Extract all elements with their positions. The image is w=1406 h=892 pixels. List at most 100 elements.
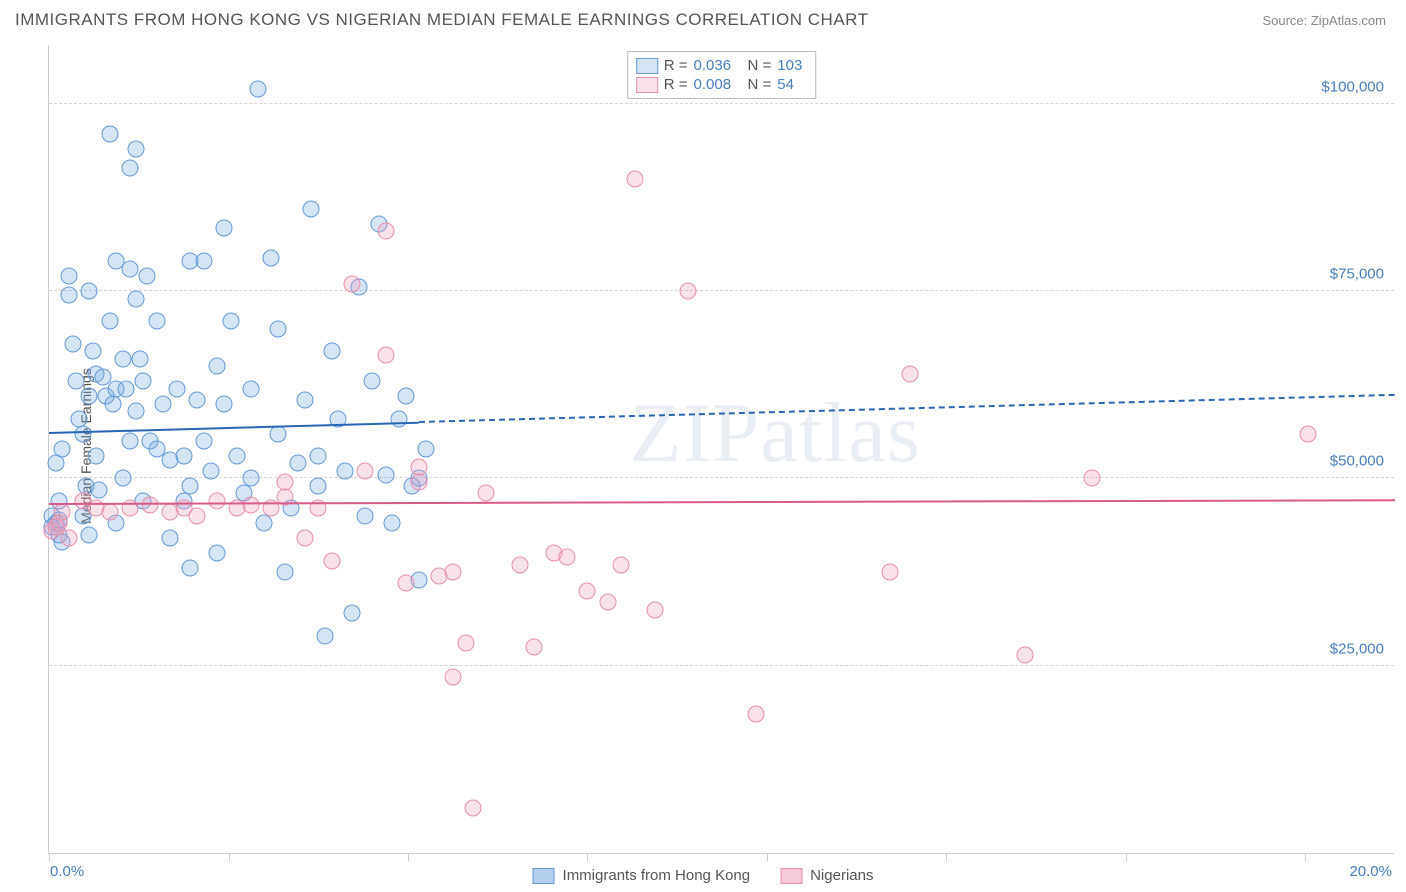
data-point — [138, 268, 155, 285]
data-point — [74, 425, 91, 442]
series-legend: Immigrants from Hong Kong Nigerians — [533, 867, 874, 884]
data-point — [64, 335, 81, 352]
x-tick — [767, 853, 768, 861]
data-point — [128, 403, 145, 420]
data-point — [323, 552, 340, 569]
plot-area: $25,000$50,000$75,000$100,000 — [49, 45, 1394, 853]
data-point — [182, 477, 199, 494]
data-point — [377, 346, 394, 363]
data-point — [229, 448, 246, 465]
data-point — [155, 395, 172, 412]
trend-line — [419, 394, 1395, 423]
data-point — [81, 526, 98, 543]
data-point — [91, 481, 108, 498]
data-point — [128, 140, 145, 157]
data-point — [882, 564, 899, 581]
stats-legend: R =0.036N =103R =0.008N =54 — [627, 51, 817, 99]
data-point — [168, 380, 185, 397]
data-point — [54, 504, 71, 521]
x-tick — [229, 853, 230, 861]
y-tick-label: $50,000 — [1330, 453, 1384, 470]
data-point — [81, 283, 98, 300]
x-tick — [1126, 853, 1127, 861]
legend-label: Nigerians — [810, 867, 873, 884]
data-point — [256, 515, 273, 532]
source-link[interactable]: ZipAtlas.com — [1311, 13, 1386, 28]
data-point — [310, 448, 327, 465]
data-point — [131, 350, 148, 367]
data-point — [121, 433, 138, 450]
data-point — [357, 462, 374, 479]
data-point — [296, 391, 313, 408]
legend-item: Immigrants from Hong Kong — [533, 867, 751, 884]
data-point — [249, 80, 266, 97]
stat-label: N = — [748, 57, 772, 74]
data-point — [579, 582, 596, 599]
data-point — [242, 496, 259, 513]
chart-title: IMMIGRANTS FROM HONG KONG VS NIGERIAN ME… — [15, 10, 869, 30]
data-point — [182, 560, 199, 577]
data-point — [599, 594, 616, 611]
scatter-chart: ZIPatlas $25,000$50,000$75,000$100,000 R… — [48, 45, 1394, 854]
data-point — [215, 219, 232, 236]
data-point — [101, 504, 118, 521]
x-tick — [587, 853, 588, 861]
n-value: 54 — [777, 76, 807, 93]
legend-swatch — [636, 77, 658, 93]
n-value: 103 — [777, 57, 807, 74]
data-point — [175, 448, 192, 465]
data-point — [101, 125, 118, 142]
data-point — [1016, 646, 1033, 663]
x-tick — [49, 853, 50, 861]
data-point — [397, 388, 414, 405]
data-point — [128, 290, 145, 307]
data-point — [377, 223, 394, 240]
r-value: 0.008 — [694, 76, 742, 93]
data-point — [357, 507, 374, 524]
data-point — [343, 275, 360, 292]
data-point — [377, 466, 394, 483]
data-point — [61, 268, 78, 285]
data-point — [390, 410, 407, 427]
data-point — [337, 462, 354, 479]
y-tick-label: $75,000 — [1330, 266, 1384, 283]
gridline — [49, 290, 1394, 291]
y-tick-label: $25,000 — [1330, 640, 1384, 657]
legend-swatch — [533, 868, 555, 884]
data-point — [902, 365, 919, 382]
data-point — [195, 253, 212, 270]
legend-swatch — [636, 58, 658, 74]
data-point — [121, 159, 138, 176]
x-tick — [946, 853, 947, 861]
data-point — [209, 545, 226, 562]
data-point — [269, 320, 286, 337]
x-tick — [1305, 853, 1306, 861]
stat-label: N = — [748, 76, 772, 93]
data-point — [458, 635, 475, 652]
data-point — [61, 530, 78, 547]
data-point — [559, 549, 576, 566]
data-point — [209, 492, 226, 509]
data-point — [189, 507, 206, 524]
data-point — [162, 530, 179, 547]
gridline — [49, 665, 1394, 666]
data-point — [115, 350, 132, 367]
data-point — [626, 170, 643, 187]
data-point — [81, 388, 98, 405]
data-point — [202, 462, 219, 479]
data-point — [276, 474, 293, 491]
data-point — [464, 800, 481, 817]
data-point — [417, 440, 434, 457]
data-point — [1084, 470, 1101, 487]
data-point — [444, 668, 461, 685]
data-point — [61, 286, 78, 303]
data-point — [121, 260, 138, 277]
data-point — [343, 605, 360, 622]
data-point — [215, 395, 232, 412]
data-point — [263, 249, 280, 266]
data-point — [478, 485, 495, 502]
data-point — [195, 433, 212, 450]
data-point — [118, 380, 135, 397]
data-point — [525, 639, 542, 656]
data-point — [296, 530, 313, 547]
